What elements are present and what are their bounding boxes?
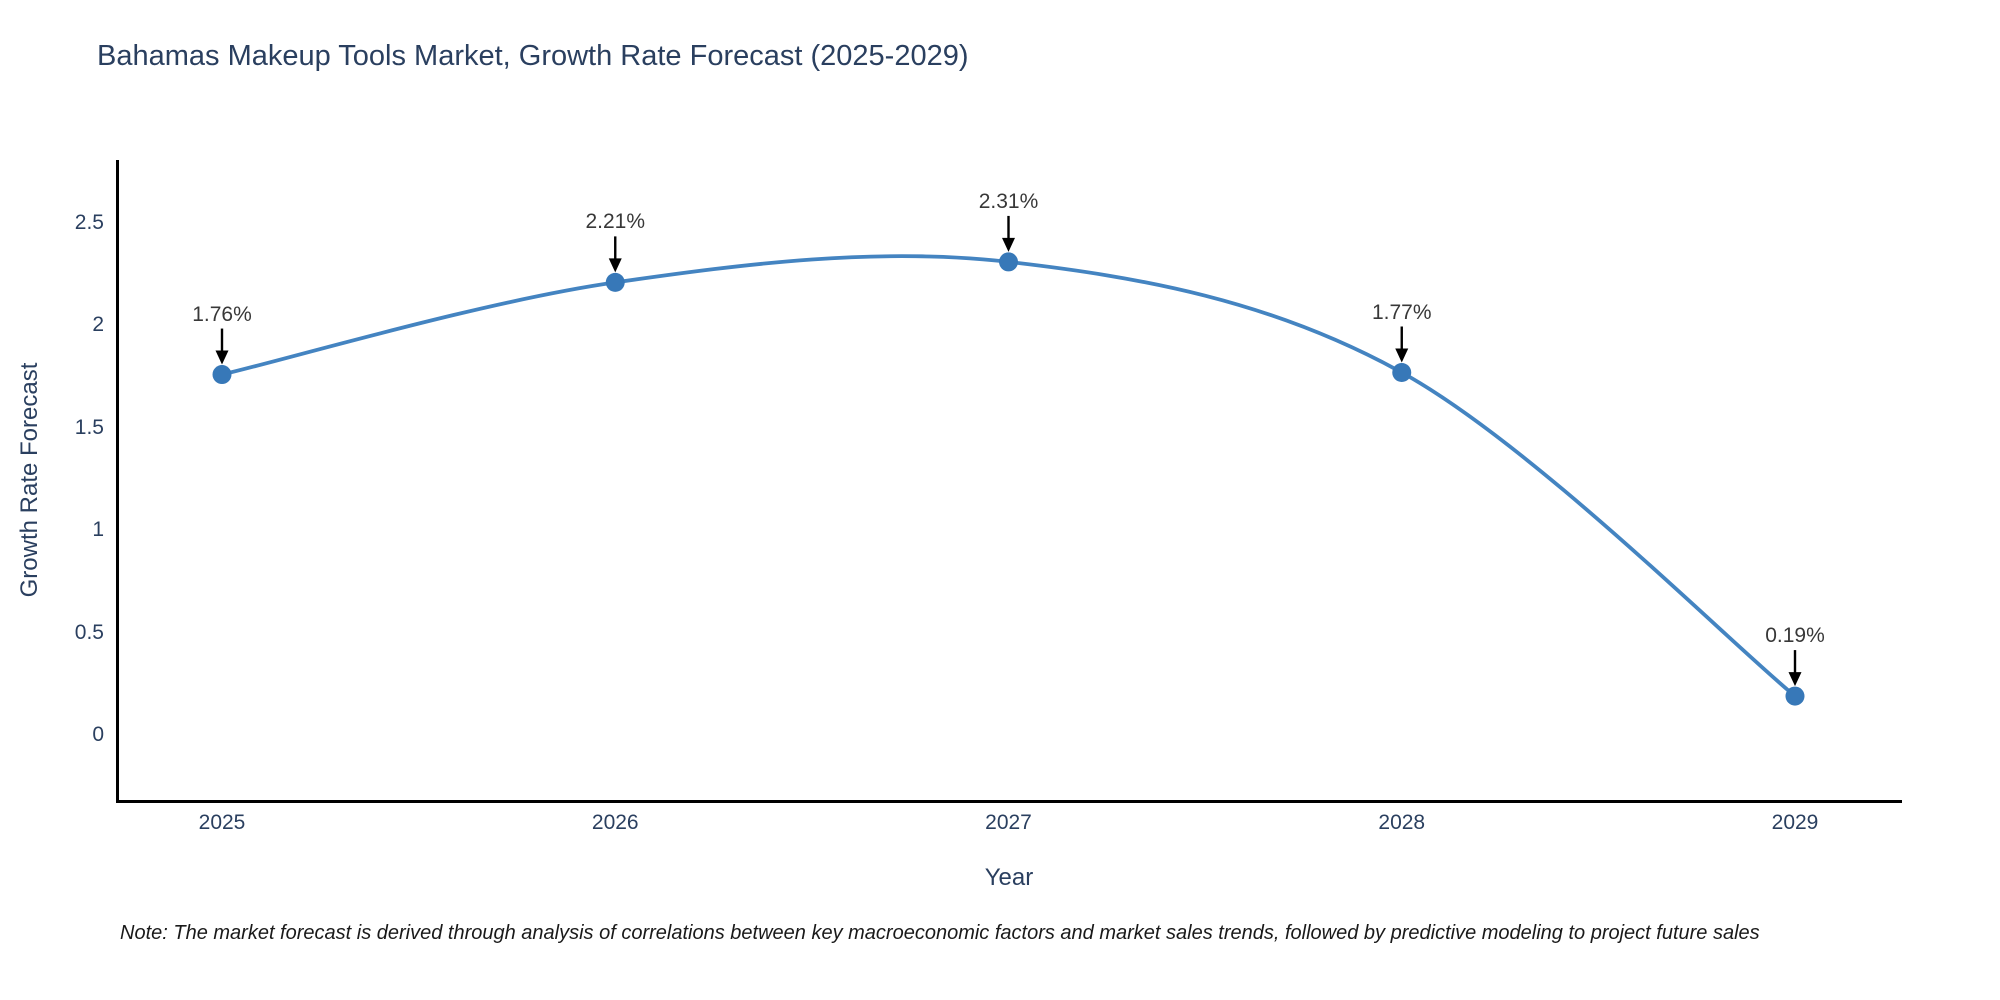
x-axis-title: Year	[984, 864, 1034, 891]
annotation-label: 0.19%	[1765, 624, 1825, 648]
y-axis-title: Growth Rate Forecast	[16, 362, 43, 598]
y-tick-label: 0.5	[74, 620, 104, 644]
data-point-marker	[999, 252, 1018, 272]
annotation-label: 2.21%	[585, 210, 646, 234]
annotation-arrow-head	[608, 258, 622, 273]
annotation-label: 1.77%	[1371, 300, 1432, 324]
annotation-label: 2.31%	[978, 189, 1039, 213]
x-tick-label: 2029	[1771, 811, 1819, 834]
x-tick-label: 2027	[985, 811, 1032, 834]
footnote: Note: The market forecast is derived thr…	[120, 922, 1760, 944]
annotation-label: 1.76%	[192, 302, 252, 326]
data-point-marker	[605, 272, 625, 292]
data-point-marker	[1785, 686, 1805, 706]
x-axis-line	[116, 800, 1902, 803]
y-tick-label: 1	[92, 518, 104, 542]
annotation-arrow-head	[1788, 672, 1802, 687]
x-tick-label: 2026	[591, 811, 639, 834]
series-line	[220, 254, 1797, 698]
y-tick-label: 2	[92, 313, 104, 337]
chart-title: Bahamas Makeup Tools Market, Growth Rate…	[97, 40, 969, 72]
annotation-arrow-head	[1395, 348, 1409, 363]
y-tick-label: 2.5	[74, 211, 104, 234]
annotation-arrow-head	[1002, 237, 1015, 252]
annotation-arrow-head	[215, 350, 229, 365]
y-axis-line	[116, 160, 119, 803]
y-tick-label: 0	[92, 723, 104, 746]
data-point-marker	[212, 365, 232, 385]
data-point-marker	[1392, 363, 1412, 383]
x-tick-label: 2028	[1378, 811, 1426, 834]
y-tick-label: 1.5	[74, 415, 104, 439]
x-tick-label: 2025	[198, 811, 246, 834]
